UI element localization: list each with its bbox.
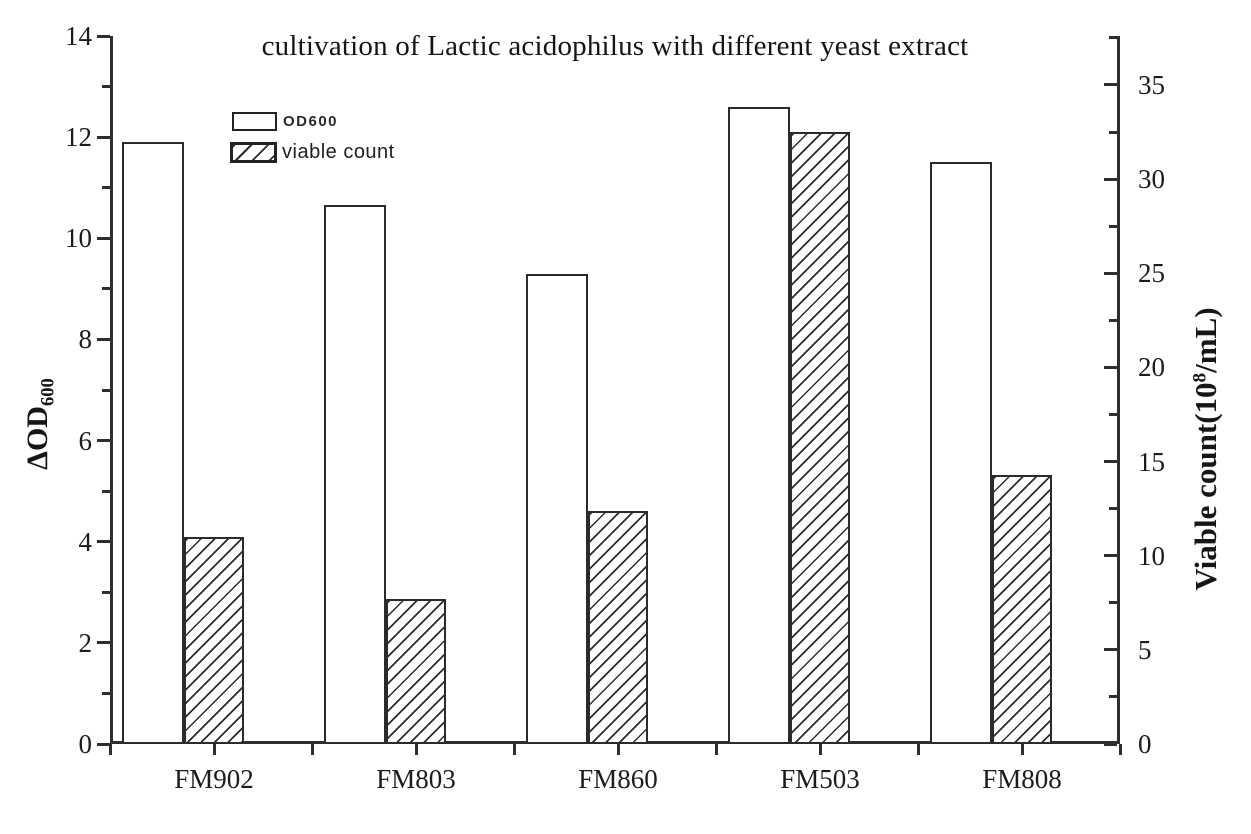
left-minor-tick [102,489,110,493]
legend-item-od600: OD600 [230,112,395,131]
right-minor-tick [1109,318,1117,322]
right-minor-tick [1109,601,1117,605]
right-tick-label-0: 0 [1138,729,1152,759]
x-boundary-tick [1118,744,1122,755]
right-major-tick [1104,177,1117,181]
left-minor-tick [102,691,110,695]
left-minor-tick [102,590,110,594]
right-minor-tick [1109,507,1117,511]
x-tick-label-FM902: FM902 [174,764,254,794]
legend-label-viable-count: viable count [282,141,395,163]
left-tick-label-8: 8 [78,324,93,355]
left-axis-title: ΔOD600 [21,378,60,470]
right-minor-tick [1109,412,1117,416]
right-major-tick [1104,83,1117,87]
x-tick-FM808 [1020,744,1024,755]
bar-od600-FM503 [728,106,790,744]
x-tick-FM902 [212,744,216,755]
right-axis-title-text: Viable count(10 [1188,382,1223,591]
left-major-tick [97,742,110,746]
legend-swatch-viable-count-icon [230,142,277,163]
legend-item-viable-count: viable count [230,141,395,164]
bar-od600-FM902 [122,142,184,744]
right-minor-tick [1109,36,1117,40]
chart-title: cultivation of Lactic acidophilus with d… [261,30,969,62]
left-tick-label-4: 4 [78,526,93,557]
right-major-tick [1104,554,1117,558]
right-major-tick [1104,271,1117,275]
left-tick-label-6: 6 [78,425,93,456]
right-minor-tick [1109,224,1117,228]
right-tick-label-5: 5 [1138,634,1152,665]
right-tick-label-30: 30 [1138,164,1165,195]
legend: OD600 viable count [230,112,395,174]
bar-viable-count-FM808 [992,474,1052,744]
right-major-tick [1104,742,1117,746]
left-major-tick [97,337,110,341]
right-axis-title: Viable count(108/mL) [1188,307,1224,590]
x-boundary-tick [310,744,314,755]
left-major-tick [97,439,110,443]
right-minor-tick [1109,695,1117,699]
right-tick-label-25: 25 [1138,258,1165,289]
right-minor-tick [1109,130,1117,134]
right-tick-label-10: 10 [1138,540,1165,571]
x-boundary-tick [916,744,920,755]
legend-swatch-od600-icon [232,112,277,131]
x-tick-label-FM803: FM803 [376,764,456,794]
left-tick-label-0: 0 [78,729,93,759]
right-tick-label-35: 35 [1138,69,1165,100]
left-tick-label-10: 10 [65,223,92,254]
bar-od600-FM803 [324,205,386,744]
bar-od600-FM860 [526,273,588,744]
left-major-tick [97,135,110,139]
left-minor-tick [102,186,110,190]
left-minor-tick [102,287,110,291]
right-major-tick [1104,648,1117,652]
x-tick-label-FM503: FM503 [780,764,860,794]
left-tick-label-14: 14 [65,21,92,51]
left-tick-label-12: 12 [65,122,92,153]
right-axis-title-unit: /mL) [1188,307,1223,373]
bar-viable-count-FM860 [588,510,648,744]
bar-od600-FM808 [930,162,992,744]
x-tick-label-FM808: FM808 [982,764,1062,794]
left-axis-title-subscript: 600 [37,378,59,407]
right-tick-label-15: 15 [1138,446,1165,477]
left-minor-tick [102,85,110,89]
right-major-tick [1104,365,1117,369]
x-tick-label-FM860: FM860 [578,764,658,794]
x-boundary-tick [108,744,112,755]
right-tick-label-20: 20 [1138,352,1165,383]
left-major-tick [97,236,110,240]
x-tick-FM860 [616,744,620,755]
bar-viable-count-FM803 [386,599,446,744]
x-boundary-tick [512,744,516,755]
left-minor-tick [102,388,110,392]
right-axis-title-superscript: 8 [1189,372,1211,383]
left-major-tick [97,540,110,544]
right-major-tick [1104,460,1117,464]
left-major-tick [97,641,110,645]
x-boundary-tick [714,744,718,755]
x-tick-FM803 [414,744,418,755]
legend-label-od600: OD600 [283,113,339,130]
x-tick-FM503 [818,744,822,755]
left-tick-label-2: 2 [78,627,93,658]
bar-viable-count-FM503 [790,132,850,744]
bar-viable-count-FM902 [184,536,244,744]
left-major-tick [97,34,110,38]
